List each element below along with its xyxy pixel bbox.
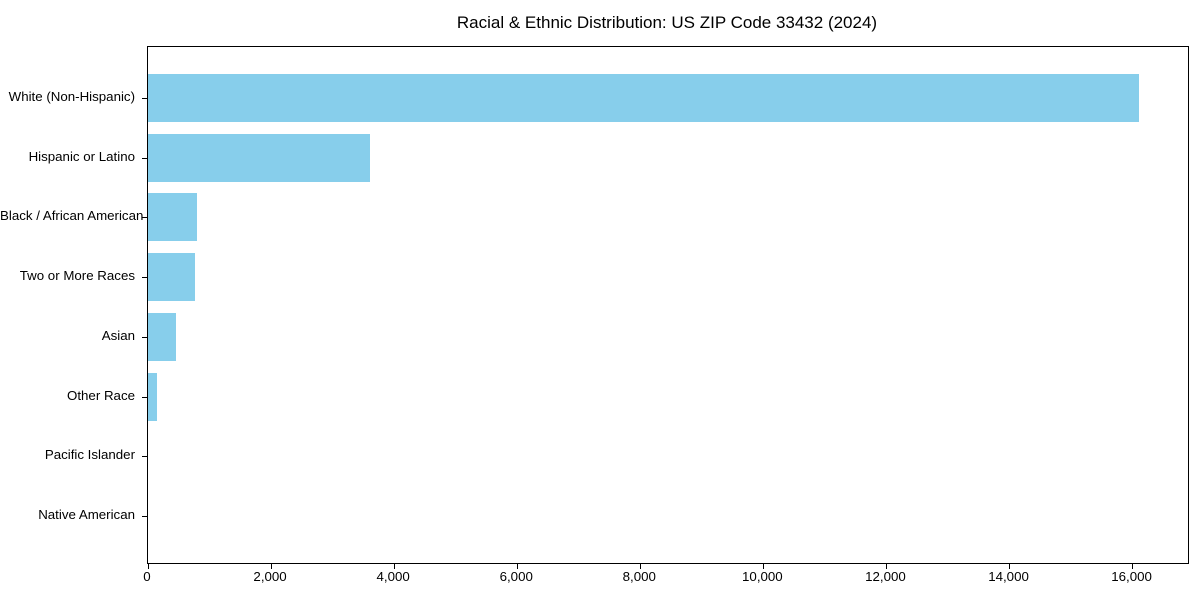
plot-area [142, 46, 1189, 569]
bar-hispanic-or-latino [148, 133, 370, 182]
x-axis-tick-label-4-000: 4,000 [376, 569, 410, 584]
y-axis-label-white-non-hispanic: White (Non-Hispanic) [8, 89, 135, 104]
x-axis-tick-label-6-000: 6,000 [499, 569, 533, 584]
x-axis-tick-label-10-000: 10,000 [742, 569, 783, 584]
bar-black-african-american [148, 193, 198, 242]
y-axis-tick [142, 456, 147, 458]
bar-two-or-more-races [148, 253, 196, 302]
x-axis-tick [1132, 564, 1134, 569]
bar-white-non-hispanic [148, 74, 1139, 122]
x-axis-tick-label-12-000: 12,000 [865, 569, 906, 584]
y-axis-label-native-american: Native American [38, 506, 135, 522]
x-axis-tick [270, 564, 272, 569]
y-axis-tick [142, 336, 147, 338]
x-axis-tick-label-8-000: 8,000 [622, 569, 656, 584]
x-axis-tick-label-14-000: 14,000 [988, 569, 1029, 584]
y-axis-tick [142, 217, 147, 219]
y-axis-tick [142, 98, 147, 99]
bar-asian [148, 312, 176, 361]
x-axis-tick [1009, 564, 1011, 569]
x-axis-tick [639, 564, 641, 569]
y-axis-label-hispanic-or-latino: Hispanic or Latino [28, 148, 135, 164]
y-axis-tick [142, 515, 147, 517]
x-axis-tick-label-2-000: 2,000 [253, 569, 287, 584]
y-axis-tick [142, 396, 147, 398]
x-axis-tick [762, 564, 764, 569]
x-axis-tick [516, 564, 518, 569]
x-axis-tick-label-0: 0 [143, 569, 151, 584]
x-axis-tick [147, 564, 149, 569]
bar-other-race [148, 372, 157, 421]
y-axis-label-two-or-more-races: Two or More Races [19, 268, 135, 284]
x-axis-tick [393, 564, 395, 569]
y-axis-tick [142, 157, 147, 159]
y-axis-label-other-race: Other Race [67, 387, 135, 403]
y-axis-label-asian: Asian [101, 327, 135, 343]
y-axis-label-black-african-american: Black / African American [0, 208, 144, 224]
chart-title: Racial & Ethnic Distribution: US ZIP Cod… [456, 13, 878, 32]
y-axis-label-pacific-islander: Pacific Islander [44, 447, 135, 463]
x-axis-tick [885, 564, 887, 569]
x-axis-tick-label-16-000: 16,000 [1111, 569, 1152, 584]
y-axis-tick [142, 277, 147, 279]
